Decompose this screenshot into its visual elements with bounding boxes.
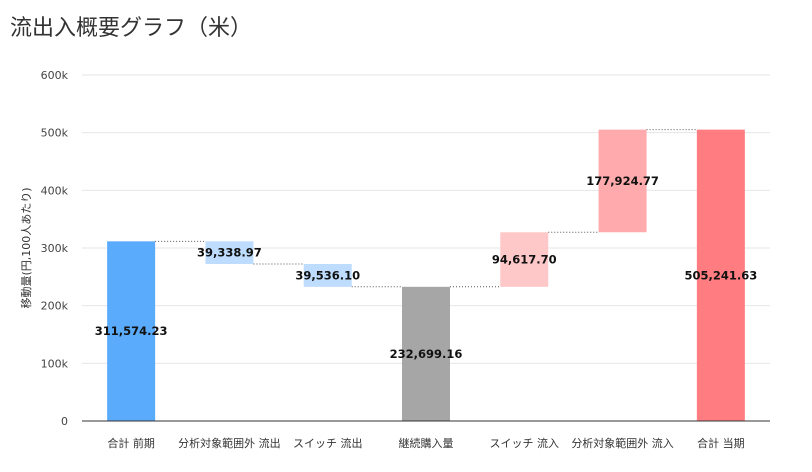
bar-decrease [303, 264, 352, 287]
y-tick-label: 400k [41, 184, 69, 197]
y-axis-ticks: 0 100k 200k 300k 400k 500k 600k [41, 69, 69, 428]
bar-increase [500, 232, 549, 287]
bar-total [696, 129, 745, 422]
x-axis-categories: 合計 前期 分析対象範囲外 流出 スイッチ 流出 継続購入量 スイッチ 流入 分析対象範囲… [107, 436, 744, 450]
bar-increase [598, 129, 647, 233]
data-labels: 311,574.23 39,338.97 39,536.10 232,699.16 94… [95, 174, 757, 361]
y-tick-label: 100k [41, 357, 69, 370]
data-label: 94,617.70 [492, 253, 557, 267]
bar-total [402, 286, 450, 421]
data-label: 505,241.63 [684, 268, 757, 282]
data-label: 177,924.77 [586, 174, 659, 188]
bar-decrease [205, 241, 254, 265]
y-tick-label: 200k [41, 300, 69, 313]
x-category-label: 分析対象範囲外 流入 [571, 436, 674, 450]
y-tick-label: 300k [41, 242, 69, 255]
x-category-label: スイッチ 流入 [490, 436, 560, 450]
data-label: 311,574.23 [95, 324, 168, 338]
bars [107, 129, 745, 422]
x-category-label: 合計 当期 [697, 436, 745, 450]
x-category-label: 分析対象範囲外 流出 [178, 436, 281, 450]
data-label: 232,699.16 [390, 347, 463, 361]
y-axis-label: 移動量(円,100人あたり) [19, 187, 33, 308]
data-label: 39,536.10 [295, 268, 360, 282]
x-category-label: スイッチ 流出 [293, 436, 363, 450]
chart-title: 流出入概要グラフ（米） [10, 16, 253, 41]
y-tick-label: 0 [61, 415, 68, 428]
bar-total [107, 241, 156, 421]
y-tick-label: 600k [41, 69, 69, 82]
y-tick-label: 500k [41, 127, 69, 140]
data-label: 39,338.97 [197, 246, 262, 260]
x-category-label: 合計 前期 [107, 436, 155, 450]
x-category-label: 継続購入量 [399, 436, 454, 450]
